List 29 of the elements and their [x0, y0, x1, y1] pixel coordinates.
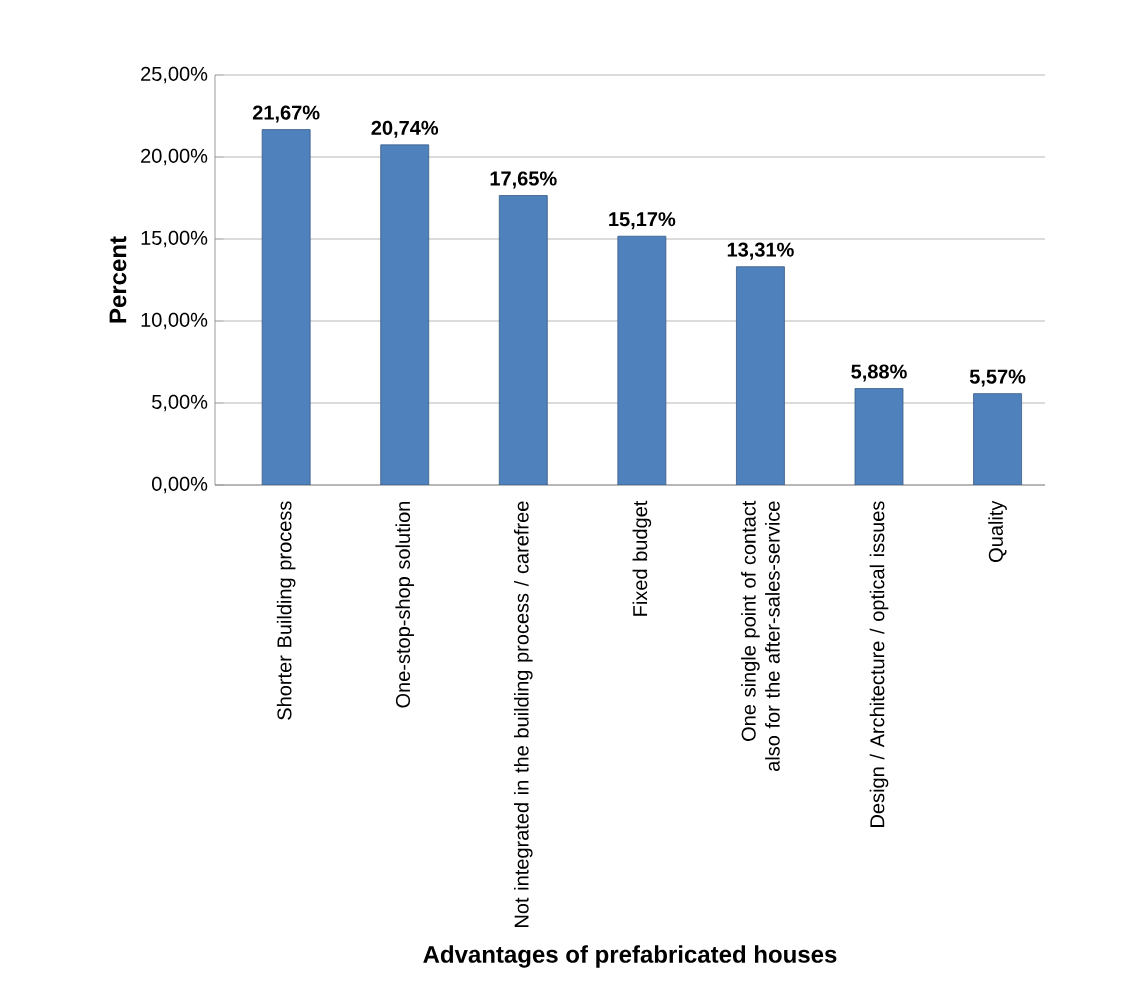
- data-label: 5,88%: [851, 364, 907, 382]
- data-label: 21,67%: [252, 105, 320, 123]
- bar: [617, 235, 667, 485]
- y-tick-label: 15,00%: [141, 230, 208, 248]
- y-axis-title: Percent: [109, 236, 127, 323]
- x-tick-label: Quality: [988, 500, 1007, 562]
- y-tick-label: 20,00%: [141, 148, 208, 166]
- y-tick-label: 25,00%: [141, 66, 208, 84]
- bar: [736, 266, 785, 485]
- data-label: 15,17%: [609, 212, 676, 230]
- y-tick-label: 10,00%: [141, 312, 208, 330]
- data-label: 17,65%: [490, 171, 557, 189]
- x-axis-title: Advantages of prefabricated houses: [423, 945, 837, 968]
- bar: [261, 129, 311, 485]
- x-tick-label: Fixed budget: [632, 500, 652, 616]
- bar: [973, 393, 1022, 485]
- y-tick-label: 5,00%: [152, 394, 208, 412]
- x-tick-label: Design / Architecture / optical issues: [869, 501, 889, 827]
- bar: [498, 195, 548, 485]
- x-tick-label: One single point of contact also for the after-sales-service: [741, 500, 780, 771]
- x-tick-label: One-stop-shop solution: [395, 501, 415, 708]
- y-tick-label: 0,00%: [152, 476, 208, 494]
- x-tick-label: Not integrated in the building process / carefree: [513, 501, 533, 927]
- x-tick-label: Shorter Building process: [276, 501, 296, 720]
- data-label: 20,74%: [371, 120, 439, 138]
- data-label: 13,31%: [727, 242, 794, 260]
- data-label: 5,57%: [969, 369, 1026, 387]
- bar: [380, 144, 430, 485]
- bar: [854, 388, 904, 485]
